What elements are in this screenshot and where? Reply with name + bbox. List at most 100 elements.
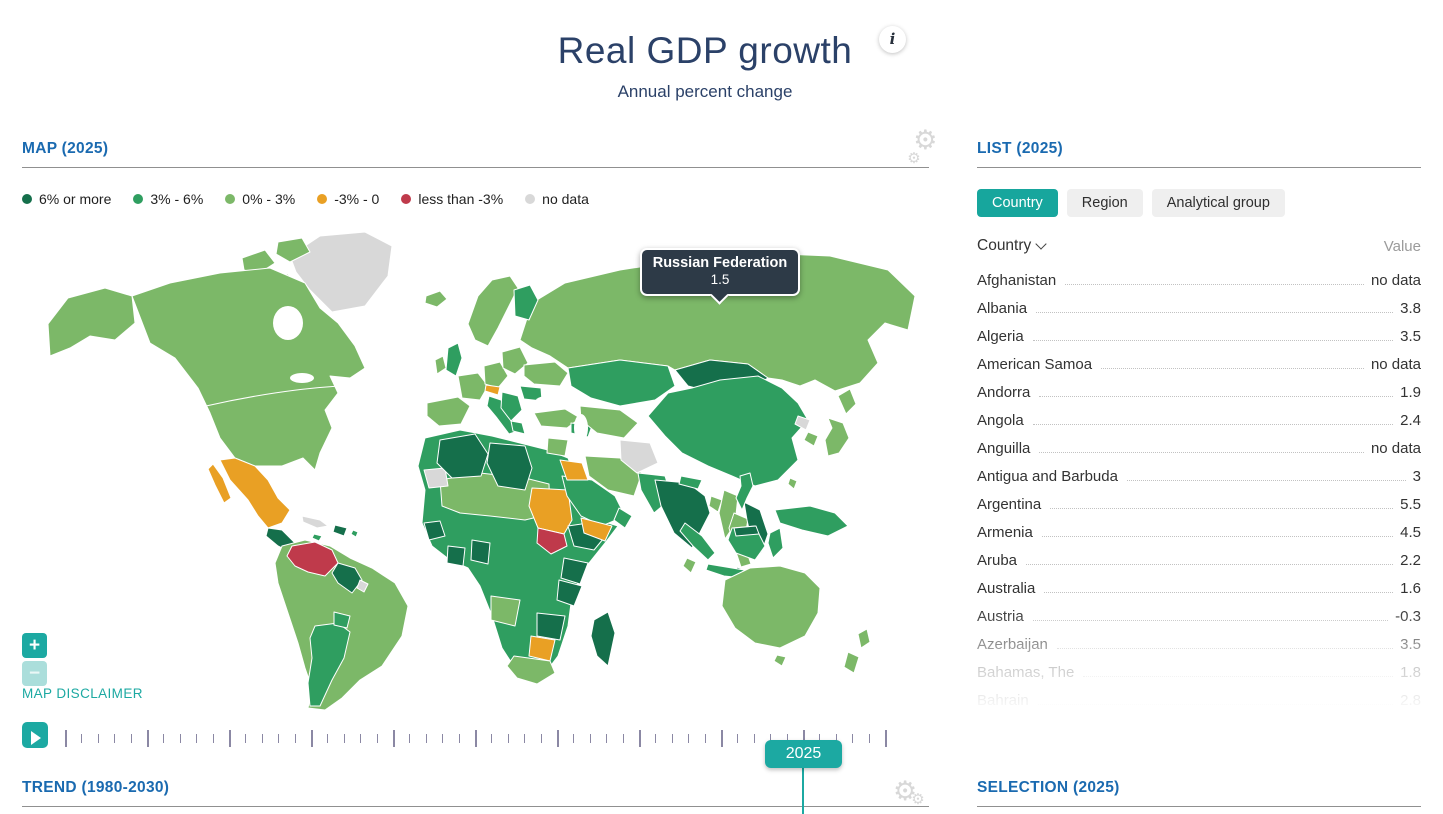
map-region[interactable] [424, 290, 448, 308]
country-row[interactable]: Argentina 5.5 [977, 488, 1421, 516]
country-row[interactable]: Bahamas, The 1.8 [977, 656, 1421, 684]
country-afghanistan[interactable] [619, 439, 659, 474]
country-row[interactable]: Austria -0.3 [977, 600, 1421, 628]
country-new-zealand[interactable] [857, 628, 871, 649]
country-austria[interactable] [484, 384, 501, 396]
map-region[interactable] [767, 527, 784, 559]
country-libya[interactable] [486, 442, 533, 491]
country-madagascar[interactable] [590, 611, 616, 667]
country-australia[interactable] [721, 565, 821, 649]
map-region[interactable] [207, 463, 232, 504]
map-region[interactable] [546, 437, 569, 457]
map-settings-gear-icon[interactable]: ⚙ ⚙ [907, 125, 938, 167]
legend-item[interactable]: no data [525, 191, 589, 207]
country-iraq[interactable] [559, 459, 589, 481]
map-region[interactable] [356, 579, 369, 593]
timeline-year-handle[interactable]: 2025 [765, 740, 842, 768]
map-zoom-in-button[interactable]: + [22, 633, 47, 658]
list-tab[interactable]: Region [1066, 189, 1143, 217]
map-region[interactable] [423, 467, 449, 489]
country-row[interactable]: Andorra 1.9 [977, 376, 1421, 404]
map-region[interactable] [560, 557, 589, 585]
country-alaska[interactable] [47, 287, 136, 357]
country-row[interactable]: Anguilla no data [977, 432, 1421, 460]
country-row[interactable]: Bahrain 2.8 [977, 684, 1421, 712]
country-spain[interactable] [426, 396, 471, 427]
country-row[interactable]: Australia 1.6 [977, 572, 1421, 600]
country-row[interactable]: Antigua and Barbuda 3 [977, 460, 1421, 488]
legend-item[interactable]: less than -3% [401, 191, 503, 207]
map-region[interactable] [556, 579, 583, 607]
map-region[interactable] [824, 417, 850, 457]
map-region[interactable] [446, 545, 466, 567]
map-region[interactable] [501, 346, 529, 375]
country-row[interactable]: Aruba 2.2 [977, 544, 1421, 572]
map-region[interactable] [787, 477, 798, 490]
timeline-slider[interactable] [65, 727, 887, 751]
map-region[interactable] [311, 533, 323, 542]
country-south-korea[interactable] [803, 431, 819, 447]
map-region[interactable] [682, 557, 697, 574]
map-region[interactable] [275, 237, 311, 263]
country-sort-header[interactable]: Country [977, 237, 1047, 255]
list-tab[interactable]: Analytical group [1151, 189, 1285, 217]
map-region[interactable] [513, 284, 539, 321]
country-row[interactable]: Azerbaijan 3.5 [977, 628, 1421, 656]
map-region[interactable] [205, 385, 343, 407]
country-row[interactable]: Armenia 4.5 [977, 516, 1421, 544]
country-yemen[interactable] [580, 517, 613, 542]
trend-settings-gear-icon[interactable]: ⚙⚙ [893, 776, 925, 808]
map-region[interactable] [843, 651, 860, 674]
country-cuba[interactable] [301, 515, 329, 529]
country-algeria[interactable] [436, 433, 489, 479]
legend-item[interactable]: -3% - 0 [317, 191, 379, 207]
country-row[interactable]: Albania 3.8 [977, 292, 1421, 320]
map-region[interactable] [434, 355, 447, 375]
country-united-states-canada[interactable] [131, 267, 366, 471]
country-south-sudan[interactable] [536, 527, 568, 555]
country-germany[interactable] [483, 361, 509, 389]
map-region[interactable] [350, 529, 359, 538]
map-region[interactable] [333, 611, 351, 629]
list-tab[interactable]: Country [977, 189, 1058, 217]
country-united-kingdom[interactable] [445, 342, 463, 377]
legend-item[interactable]: 3% - 6% [133, 191, 203, 207]
world-map[interactable] [20, 228, 930, 713]
info-icon[interactable]: i [879, 26, 906, 53]
country-norway-sweden[interactable] [467, 275, 519, 347]
legend-item[interactable]: 0% - 3% [225, 191, 295, 207]
legend-item[interactable]: 6% or more [22, 191, 111, 207]
country-ukraine[interactable] [523, 361, 569, 387]
country-greenland[interactable] [289, 231, 393, 313]
map-region[interactable] [708, 495, 723, 513]
map-region[interactable] [500, 391, 523, 422]
country-guyana[interactable] [331, 562, 363, 594]
country-row[interactable]: American Samoa no data [977, 348, 1421, 376]
map-region[interactable] [773, 654, 787, 667]
country-kazakhstan[interactable] [567, 359, 676, 407]
country-china[interactable] [647, 375, 809, 487]
country-papua-new-guinea[interactable] [774, 505, 849, 537]
country-row[interactable]: Algeria 3.5 [977, 320, 1421, 348]
country-row[interactable]: Angola 2.4 [977, 404, 1421, 432]
map-region[interactable] [613, 507, 633, 529]
country-north-korea[interactable] [794, 415, 811, 431]
country-angola[interactable] [490, 595, 521, 627]
timeline-play-button[interactable] [22, 722, 48, 748]
country-botswana[interactable] [528, 635, 556, 662]
country-saudi-arabia[interactable] [561, 475, 626, 527]
map-zoom-out-button[interactable]: − [22, 661, 47, 686]
map-region[interactable] [733, 525, 760, 537]
map-region[interactable] [332, 524, 348, 537]
map-disclaimer-link[interactable]: MAP DISCLAIMER [22, 686, 143, 701]
map-region[interactable] [510, 420, 526, 435]
country-venezuela[interactable] [286, 541, 339, 577]
map-region[interactable] [536, 612, 566, 641]
country-south-africa[interactable] [506, 655, 556, 685]
country-argentina[interactable] [307, 622, 351, 707]
country-mexico[interactable] [219, 457, 291, 529]
country-nigeria[interactable] [470, 539, 491, 565]
country-indonesia[interactable] [679, 522, 716, 561]
map-region[interactable] [678, 475, 703, 490]
country-row[interactable]: Afghanistan no data [977, 264, 1421, 292]
